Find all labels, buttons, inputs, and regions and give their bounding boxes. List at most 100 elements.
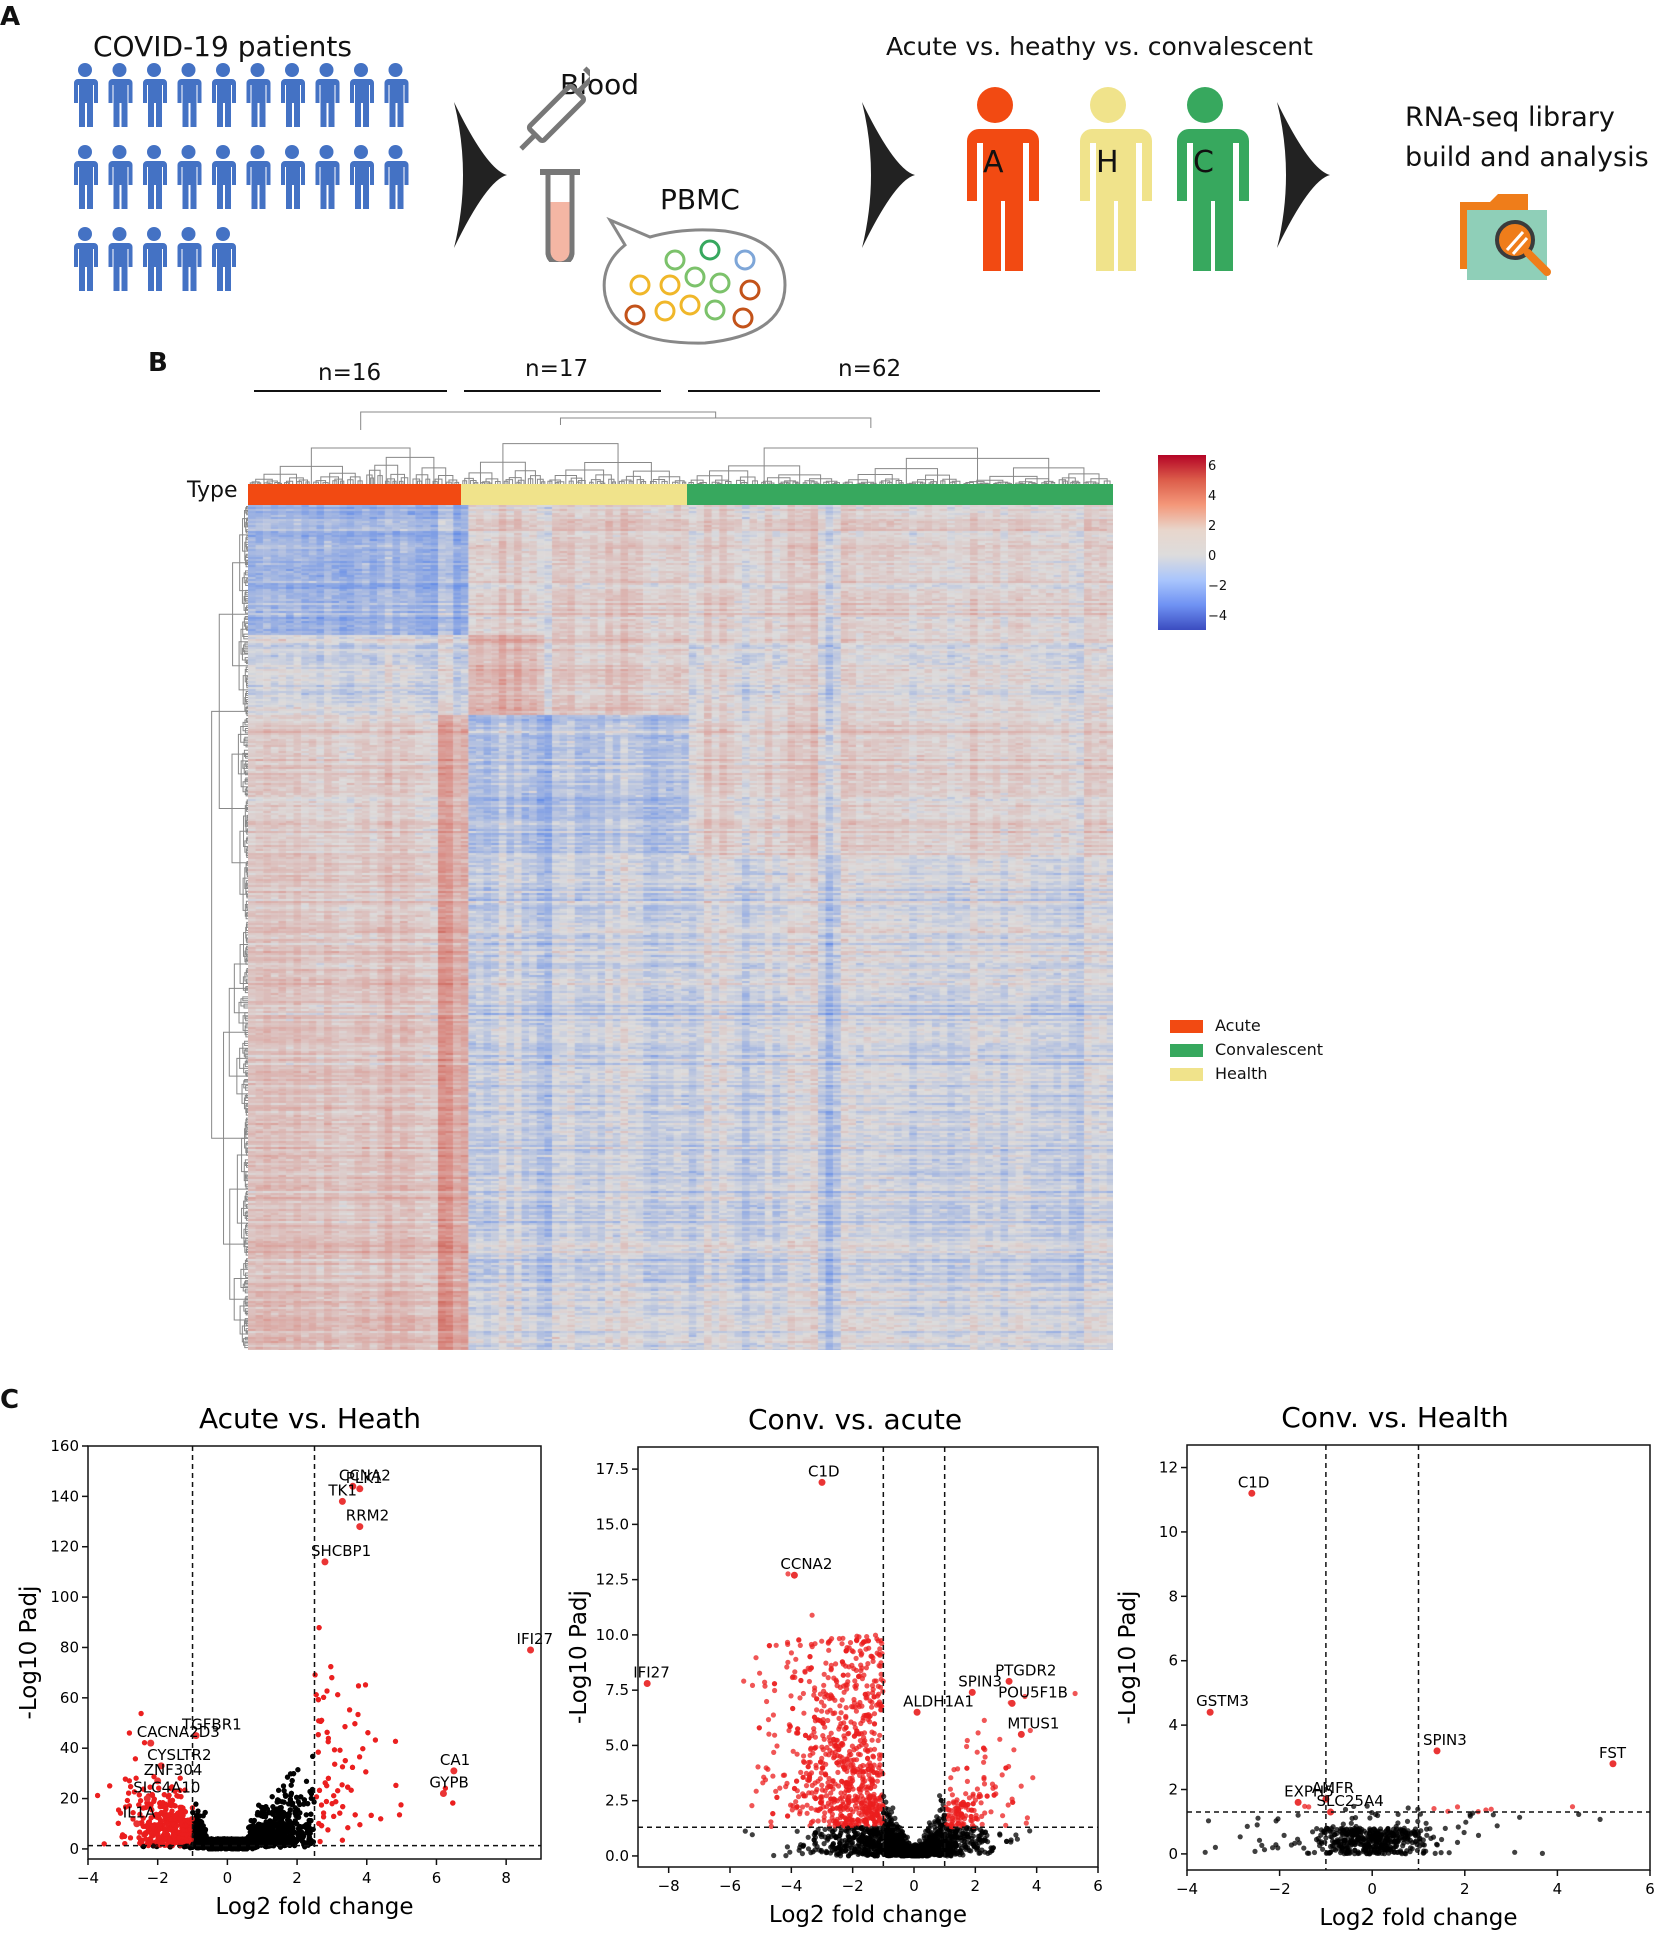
pbmc-label: PBMC bbox=[660, 183, 740, 216]
type-bar-convalescent bbox=[687, 484, 1113, 505]
patient-icon bbox=[108, 145, 133, 209]
y-tick-label: 7.5 bbox=[605, 1681, 629, 1699]
gene-label: TK1 bbox=[327, 1481, 357, 1499]
patient-icon bbox=[74, 63, 98, 127]
x-tick-label: −8 bbox=[658, 1877, 680, 1895]
y-tick-label: 0.0 bbox=[605, 1847, 629, 1865]
gene-label: CA1 bbox=[440, 1751, 470, 1769]
patient-icon bbox=[246, 145, 271, 209]
gene-label: ALDH1A1 bbox=[903, 1692, 974, 1710]
y-tick-label: 10 bbox=[1159, 1523, 1178, 1541]
x-tick-label: 0 bbox=[909, 1877, 919, 1895]
panel-a-label: A bbox=[0, 2, 21, 32]
patient-icon-grid bbox=[74, 63, 409, 291]
gene-point bbox=[1294, 1798, 1302, 1806]
x-tick-label: 2 bbox=[1460, 1880, 1470, 1898]
patient-icon bbox=[143, 63, 167, 127]
x-tick-label: 4 bbox=[362, 1869, 372, 1887]
patient-icon bbox=[74, 145, 98, 209]
row-dendrogram bbox=[211, 506, 248, 1349]
x-tick-label: −2 bbox=[1269, 1880, 1291, 1898]
y-tick-label: 15.0 bbox=[596, 1515, 629, 1533]
legend-item-convalescent: Convalescent bbox=[1170, 1038, 1323, 1062]
colorbar-tick: 0 bbox=[1208, 549, 1217, 564]
y-tick-label: 12 bbox=[1159, 1459, 1178, 1477]
plot-frame bbox=[87, 1445, 542, 1860]
y-tick-label: 60 bbox=[60, 1689, 79, 1707]
gene-label: AMFR bbox=[1312, 1779, 1354, 1797]
x-tick-label: 4 bbox=[1553, 1880, 1563, 1898]
gene-point bbox=[1017, 1730, 1025, 1738]
y-tick-label: 0 bbox=[69, 1840, 79, 1858]
gene-point bbox=[439, 1790, 447, 1798]
gene-label: GYPB bbox=[429, 1774, 468, 1792]
type-bar-health bbox=[461, 484, 687, 505]
plot-frame bbox=[637, 1446, 1099, 1868]
gene-label: CYSLTR2 bbox=[147, 1746, 211, 1764]
gene-point bbox=[1008, 1699, 1016, 1707]
gene-point bbox=[643, 1680, 651, 1688]
legend-item-health: Health bbox=[1170, 1062, 1323, 1086]
colorbar-ticks: 6 4 2 0 −2 −4 bbox=[1208, 452, 1227, 632]
gene-point bbox=[192, 1732, 200, 1740]
gene-point bbox=[1433, 1747, 1441, 1755]
y-tick-label: 20 bbox=[60, 1790, 79, 1808]
x-tick-label: 2 bbox=[971, 1877, 981, 1895]
y-tick-label: 17.5 bbox=[596, 1460, 629, 1478]
gene-label: CCNA2 bbox=[780, 1555, 832, 1573]
gene-label: GSTM3 bbox=[1196, 1692, 1249, 1710]
legend-swatch-health bbox=[1170, 1068, 1203, 1081]
patient-icon bbox=[74, 227, 98, 291]
gene-label: PTGDR2 bbox=[995, 1661, 1056, 1679]
figure-letter-a: A bbox=[983, 145, 1004, 180]
patient-icon bbox=[143, 145, 167, 209]
chevron-icon-2 bbox=[862, 102, 915, 248]
patient-icon bbox=[350, 145, 374, 209]
volcano-plot-3: Conv. vs. Health C1D GSTM3 SPIN3 FST EXPH5AMF… bbox=[1115, 1401, 1654, 1931]
person-icon-convalescent bbox=[1173, 87, 1249, 271]
rnaseq-caption: RNA-seq library build and analysis bbox=[1405, 98, 1649, 178]
x-tick-label: −4 bbox=[1176, 1880, 1198, 1898]
patient-icon bbox=[281, 145, 305, 209]
volcano-title: Conv. vs. acute bbox=[748, 1403, 962, 1436]
patient-icon bbox=[143, 227, 167, 291]
legend-label: Convalescent bbox=[1215, 1040, 1324, 1059]
figure-health: H bbox=[1058, 85, 1158, 279]
gene-label: IFI27 bbox=[517, 1630, 554, 1648]
patient-icon bbox=[212, 63, 236, 127]
y-tick-label: 100 bbox=[50, 1588, 79, 1606]
gene-label: C1D bbox=[808, 1462, 840, 1480]
gene-label: EXPH5 bbox=[1284, 1782, 1334, 1800]
group-n-acute: n=16 bbox=[318, 360, 382, 386]
scatter-points bbox=[95, 1625, 456, 1852]
gene-point bbox=[1206, 1708, 1214, 1716]
patient-icon bbox=[315, 63, 340, 127]
column-dendrogram bbox=[249, 411, 1111, 485]
patient-icon bbox=[350, 63, 374, 127]
gene-label: CCNA2 bbox=[339, 1466, 391, 1484]
gene-point bbox=[133, 1820, 141, 1828]
patient-icon bbox=[108, 63, 133, 127]
y-tick-label: 2 bbox=[1168, 1781, 1178, 1799]
legend-label: Health bbox=[1215, 1064, 1268, 1083]
x-tick-label: −6 bbox=[719, 1877, 741, 1895]
figure-letter-h: H bbox=[1096, 145, 1119, 180]
gene-point bbox=[147, 1739, 155, 1747]
volcano-title: Acute vs. Heath bbox=[199, 1402, 421, 1435]
y-tick-label: 80 bbox=[60, 1638, 79, 1656]
x-tick-label: 0 bbox=[223, 1869, 233, 1887]
rnaseq-line-1: RNA-seq library bbox=[1405, 102, 1615, 133]
gene-point bbox=[1248, 1489, 1256, 1497]
y-axis-label: -Log10 Padj bbox=[566, 1590, 592, 1724]
colorbar-tick: 6 bbox=[1208, 459, 1217, 474]
colorbar-tick: −2 bbox=[1208, 579, 1228, 594]
group-bracket-convalescent bbox=[688, 390, 1100, 392]
gene-label: SLC25A4 bbox=[1317, 1792, 1384, 1810]
gene-point bbox=[321, 1558, 329, 1566]
gene-point bbox=[338, 1497, 346, 1505]
patient-icon bbox=[108, 227, 133, 291]
y-tick-label: 5.0 bbox=[605, 1736, 629, 1754]
y-tick-label: 160 bbox=[50, 1437, 79, 1455]
